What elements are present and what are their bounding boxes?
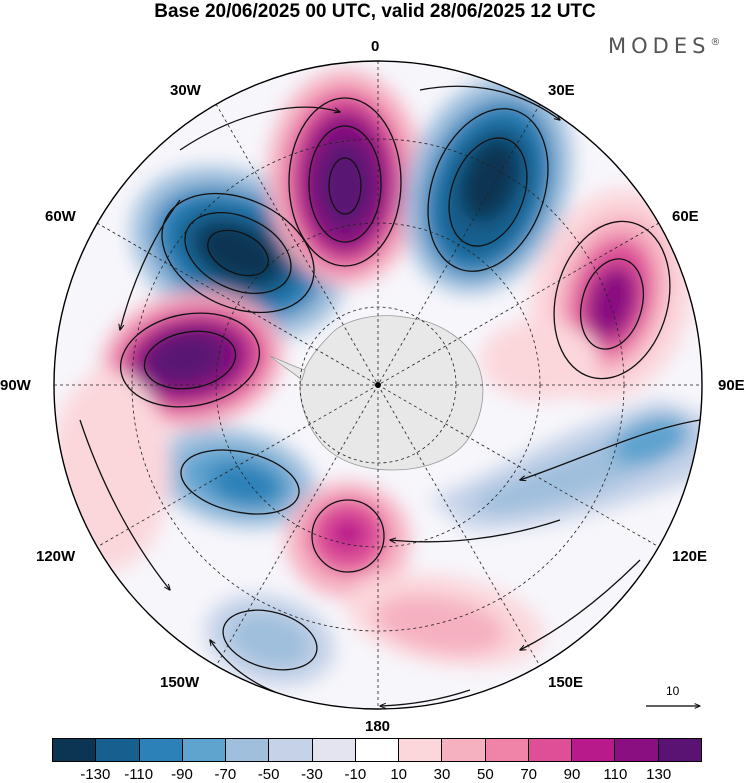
colorbar-tick-label: 50 — [476, 766, 494, 783]
anomaly-pos-150E — [346, 573, 544, 667]
colorbar-tick-label: -50 — [257, 766, 280, 783]
map-boundary — [53, 60, 703, 710]
colorbar-segment — [95, 739, 139, 761]
lon-label-60w: 60W — [45, 208, 76, 225]
polar-map — [53, 60, 703, 710]
anomaly-pos-60E-left-arm — [480, 320, 600, 400]
lon-label-90e: 90E — [718, 377, 745, 394]
colorbar-segment — [527, 739, 572, 761]
colorbar-segment — [484, 739, 528, 761]
anomaly-pos-90W — [100, 291, 284, 429]
lon-label-150w: 150W — [160, 674, 200, 691]
colorbar-tick-label: 90 — [563, 766, 581, 783]
anomaly-pos-0-30W — [267, 70, 423, 286]
colorbar-tick-label: 70 — [520, 766, 537, 783]
brand-logo: MODES® — [608, 34, 721, 58]
colorbar-segment — [398, 739, 442, 761]
anomaly-neg-150W — [205, 594, 335, 686]
colorbar-tick-label: -70 — [214, 766, 237, 783]
colorbar-segment — [354, 739, 399, 761]
colorbar-tick-label: 110 — [603, 766, 628, 783]
lon-label-180: 180 — [365, 718, 391, 735]
reference-vector-label: 10 — [666, 684, 680, 698]
anomaly-pos-150W-180 — [286, 482, 410, 598]
colorbar-tick-label: 130 — [646, 766, 672, 783]
antarctica-land — [269, 315, 484, 471]
colorbar-tick-label: 30 — [433, 766, 451, 783]
colorbar-segment — [311, 739, 355, 761]
colorbar-segment — [614, 739, 658, 761]
map-title: Base 20/06/2025 00 UTC, valid 28/06/2025… — [154, 1, 596, 22]
colorbar-segment — [441, 739, 485, 761]
lon-label-120w: 120W — [36, 548, 76, 565]
colorbar-tick-label: -110 — [124, 766, 154, 783]
colorbar-segment — [53, 739, 96, 761]
anomaly-neg-110W — [154, 428, 316, 528]
colorbar-segment — [225, 739, 269, 761]
lon-label-30w: 30W — [170, 82, 201, 99]
colorbar-segment — [181, 739, 226, 761]
lon-label-60e: 60E — [672, 208, 699, 225]
anomaly-weak-pos-90W-outer — [54, 370, 170, 570]
colorbar-tick-label: 10 — [390, 766, 407, 783]
lon-label-30e: 30E — [548, 82, 575, 99]
lon-label-150e: 150E — [548, 674, 584, 691]
colorbar-segment — [571, 739, 615, 761]
colorbar-tick-label: -90 — [171, 766, 193, 783]
lon-label-0: 0 — [371, 38, 380, 55]
flow-streamlines — [79, 85, 701, 706]
lon-label-120e: 120E — [672, 548, 708, 565]
colorbar-tick-label: -30 — [301, 766, 323, 783]
lon-label-90w: 90W — [0, 377, 31, 394]
colorbar-segment — [657, 739, 701, 761]
colorbar — [52, 738, 702, 762]
colorbar-segment — [268, 739, 312, 761]
south-pole-marker — [375, 382, 381, 388]
colorbar-tick-label: -10 — [344, 766, 367, 783]
colorbar-segment — [138, 739, 182, 761]
colorbar-tick-label: -130 — [80, 766, 111, 783]
